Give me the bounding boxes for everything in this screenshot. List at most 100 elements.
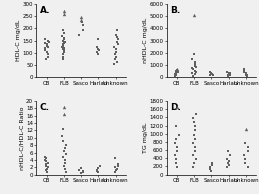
- Point: [246, 145, 250, 148]
- Point: [175, 166, 179, 169]
- Point: [63, 158, 67, 161]
- Point: [61, 53, 65, 56]
- Point: [96, 170, 100, 173]
- Point: [62, 47, 67, 50]
- Point: [210, 164, 214, 167]
- Point: [95, 50, 99, 53]
- Point: [44, 163, 48, 166]
- Point: [95, 168, 99, 171]
- Point: [79, 166, 83, 170]
- Point: [62, 112, 66, 115]
- Point: [62, 10, 66, 13]
- Point: [114, 167, 119, 170]
- Point: [174, 158, 178, 161]
- Point: [45, 44, 49, 47]
- Point: [244, 71, 248, 74]
- Point: [193, 62, 197, 66]
- Point: [192, 162, 196, 165]
- Point: [242, 153, 247, 157]
- Point: [190, 72, 195, 75]
- Point: [77, 33, 82, 36]
- Point: [192, 133, 196, 136]
- Point: [242, 162, 247, 165]
- Point: [112, 62, 116, 66]
- Text: C.: C.: [40, 103, 50, 112]
- Point: [113, 57, 117, 61]
- Point: [81, 170, 85, 173]
- Point: [174, 71, 178, 74]
- Point: [45, 167, 49, 170]
- Point: [43, 48, 47, 51]
- Point: [192, 121, 196, 124]
- Point: [246, 149, 250, 152]
- Point: [64, 170, 68, 173]
- Point: [62, 37, 66, 40]
- Point: [173, 141, 177, 144]
- Point: [43, 158, 47, 161]
- Point: [63, 161, 68, 164]
- Point: [208, 70, 212, 73]
- Point: [227, 159, 232, 163]
- Point: [95, 45, 99, 48]
- Point: [61, 140, 65, 143]
- Point: [173, 73, 177, 76]
- Point: [45, 43, 49, 46]
- Point: [63, 167, 67, 170]
- Text: A.: A.: [40, 6, 50, 15]
- Point: [193, 113, 198, 116]
- Point: [211, 73, 215, 76]
- Point: [244, 74, 248, 77]
- Point: [114, 33, 118, 36]
- Point: [60, 34, 64, 37]
- Point: [116, 164, 120, 167]
- Point: [191, 141, 195, 144]
- Point: [174, 137, 178, 140]
- Point: [44, 157, 48, 160]
- Point: [62, 105, 66, 108]
- Point: [193, 69, 197, 72]
- Point: [193, 64, 197, 67]
- Point: [243, 141, 247, 144]
- Point: [190, 57, 195, 61]
- Point: [174, 69, 178, 72]
- Point: [208, 168, 212, 171]
- Point: [61, 43, 66, 46]
- Point: [174, 72, 178, 75]
- Point: [228, 73, 232, 76]
- Point: [244, 72, 248, 75]
- Point: [98, 165, 102, 168]
- Point: [115, 36, 119, 39]
- Point: [242, 70, 246, 73]
- Point: [228, 72, 232, 75]
- Point: [209, 71, 213, 74]
- Point: [190, 117, 195, 120]
- Point: [61, 48, 65, 51]
- Point: [44, 164, 48, 167]
- Point: [176, 70, 180, 74]
- Point: [60, 28, 64, 31]
- Point: [46, 161, 50, 164]
- Point: [226, 74, 230, 77]
- Point: [61, 39, 65, 42]
- Point: [174, 125, 178, 128]
- Point: [47, 40, 51, 43]
- Point: [193, 129, 197, 132]
- Point: [96, 38, 100, 41]
- Point: [60, 134, 64, 138]
- Point: [226, 74, 230, 77]
- Point: [209, 170, 213, 173]
- Point: [242, 68, 246, 71]
- Point: [95, 169, 99, 172]
- Y-axis label: nHDL-C mg/dL: nHDL-C mg/dL: [143, 18, 148, 63]
- Point: [62, 50, 66, 53]
- Y-axis label: TG mg/dL: TG mg/dL: [143, 123, 148, 153]
- Point: [113, 53, 117, 56]
- Point: [43, 38, 47, 41]
- Point: [194, 158, 198, 161]
- Point: [42, 42, 47, 45]
- Point: [191, 74, 195, 77]
- Point: [177, 133, 181, 136]
- Point: [43, 47, 47, 50]
- Point: [43, 155, 47, 158]
- Point: [44, 57, 48, 61]
